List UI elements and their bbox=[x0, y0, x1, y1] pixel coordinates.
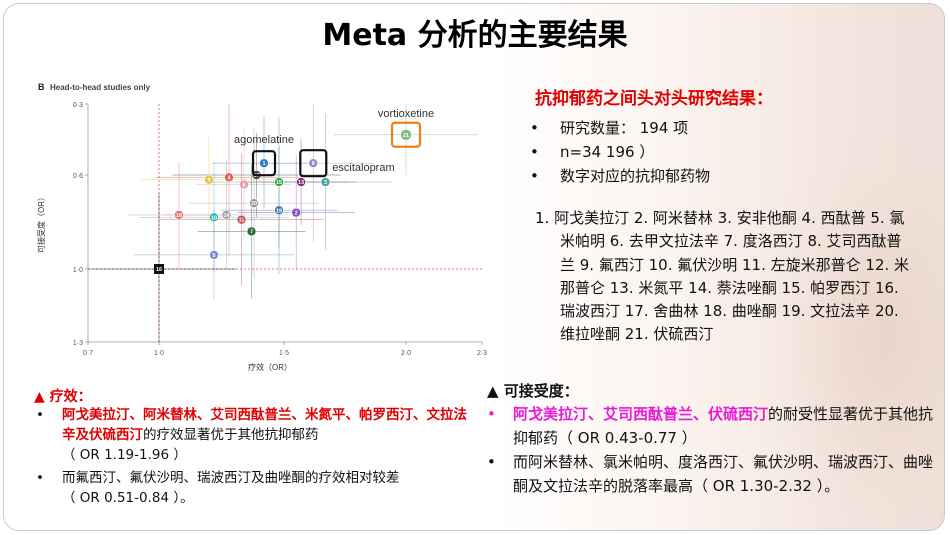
data-point-marker bbox=[224, 172, 234, 183]
x-tick-label: 2·0 bbox=[401, 350, 411, 357]
data-point-label: 7 bbox=[250, 229, 253, 235]
bullet-drug-numbers: 数字对应的抗抑郁药物 bbox=[530, 164, 710, 188]
chart-svg: B Head-to-head studies only 0·7 1·0 1·5 2·0 2·… bbox=[36, 82, 487, 372]
data-point-label: 4 bbox=[227, 175, 231, 181]
data-point-marker bbox=[296, 177, 306, 187]
acceptability-item-worse: 而阿米替林、氯米帕明、度洛西汀、氟伏沙明、瑞波西汀、曲唑酮及文拉法辛的脱落率最高… bbox=[483, 450, 943, 498]
data-point-marker bbox=[221, 210, 232, 220]
data-point-marker bbox=[274, 205, 284, 216]
data-point-marker bbox=[239, 179, 249, 190]
data-point-label: 8 bbox=[312, 161, 315, 167]
bullet-study-count: 研究数量： 194 项 bbox=[530, 116, 710, 140]
data-point-marker bbox=[209, 250, 219, 260]
data-point-label: 13 bbox=[298, 180, 304, 186]
drug-number-list: 1. 阿戈美拉汀 2. 阿米替林 3. 安非他酮 4. 西酞普 5. 氯米帕明 … bbox=[535, 207, 915, 347]
highlight-box-agomelatine bbox=[251, 150, 277, 177]
data-point-label: 20 bbox=[251, 201, 257, 207]
data-point-marker bbox=[259, 158, 269, 168]
data-point-marker bbox=[154, 264, 164, 274]
label-vortioxetine: vortioxetine bbox=[378, 108, 434, 120]
data-point-label: 6 bbox=[242, 182, 245, 188]
data-point-marker bbox=[308, 158, 319, 168]
efficacy-inferior-text: 而氟西汀、氟伏沙明、瑞波西汀及曲唑酮的疗效相对较差 bbox=[62, 470, 400, 486]
data-point-label: 11 bbox=[239, 218, 245, 224]
chart-title: Head-to-head studies only bbox=[50, 83, 151, 92]
data-point-label: 19 bbox=[276, 208, 282, 214]
data-point-marker bbox=[236, 214, 247, 225]
y-tick-label: 0·3 bbox=[73, 102, 83, 109]
label-agomelatine: agomelatine bbox=[234, 134, 294, 146]
acceptability-better-drugs: 阿戈美拉汀、艾司西酞普兰、伏硫西汀 bbox=[513, 405, 769, 423]
chart-panel-label: B bbox=[38, 82, 45, 92]
acceptability-better-text: 的耐受性显著优于其他抗抑郁药（ OR 0.43-0.77 ） bbox=[513, 405, 934, 447]
data-point-label: 3 bbox=[324, 180, 327, 186]
data-point-label: 2 bbox=[295, 211, 298, 217]
drug-list-text: 1. 阿戈美拉汀 2. 阿米替林 3. 安非他酮 4. 西酞普 5. 氯米帕明 … bbox=[535, 209, 910, 344]
data-point-marker bbox=[249, 198, 259, 208]
data-point-label: 16 bbox=[156, 267, 162, 273]
data-point-marker bbox=[209, 212, 219, 223]
efficacy-item-inferior: 而氟西汀、氟伏沙明、瑞波西汀及曲唑酮的疗效相对较差 （ OR 0.51-0.84 … bbox=[30, 468, 475, 508]
acceptability-heading: ▲ 可接受度： bbox=[487, 382, 579, 400]
data-point-marker bbox=[320, 177, 331, 187]
data-point-marker bbox=[204, 174, 214, 185]
efficacy-superior-drugs: 阿戈美拉汀、阿米替林、艾司西酞普兰、米氮平、帕罗西汀、文拉法辛及伏硫西汀 bbox=[62, 407, 467, 443]
x-tick-label: 2·3 bbox=[477, 350, 487, 357]
highlight-box-escitalopram bbox=[299, 149, 328, 178]
efficacy-superior-text: 的疗效显著优于其他抗抑郁药 bbox=[143, 427, 319, 443]
data-point-marker bbox=[174, 210, 184, 220]
study-bullets: 研究数量： 194 项 n=34 196 ） 数字对应的抗抑郁药物 bbox=[530, 116, 710, 188]
efficacy-item-superior: 阿戈美拉汀、阿米替林、艾司西酞普兰、米氮平、帕罗西汀、文拉法辛及伏硫西汀的疗效显… bbox=[30, 405, 475, 465]
x-tick-label: 1·0 bbox=[154, 350, 164, 357]
efficacy-superior-or: （ OR 1.19-1.96 ） bbox=[62, 447, 187, 463]
x-axis-label: 疗效（OR） bbox=[248, 362, 292, 372]
data-point-marker bbox=[291, 207, 302, 218]
highlight-box-vortioxetine bbox=[390, 121, 422, 148]
acceptability-worse-text: 而阿米替林、氯米帕明、度洛西汀、氟伏沙明、瑞波西汀、曲唑酮及文拉法辛的脱落率最高… bbox=[513, 453, 934, 495]
y-axis-label: 可接受度（OR） bbox=[36, 193, 46, 253]
efficacy-inferior-or: （ OR 0.51-0.84 ）。 bbox=[62, 490, 194, 506]
data-point-marker bbox=[274, 177, 284, 187]
acceptability-list: 阿戈美拉汀、艾司西酞普兰、伏硫西汀的耐受性显著优于其他抗抑郁药（ OR 0.43… bbox=[483, 402, 943, 498]
data-point-label: 5 bbox=[212, 253, 215, 259]
data-point-label: 15 bbox=[276, 180, 282, 186]
efficacy-list: 阿戈美拉汀、阿米替林、艾司西酞普兰、米氮平、帕罗西汀、文拉法辛及伏硫西汀的疗效显… bbox=[30, 405, 475, 511]
acceptability-item-better: 阿戈美拉汀、艾司西酞普兰、伏硫西汀的耐受性显著优于其他抗抑郁药（ OR 0.43… bbox=[483, 402, 943, 450]
data-point-label: 1 bbox=[262, 161, 265, 167]
head-to-head-heading: 抗抑郁药之间头对头研究结果： bbox=[535, 89, 773, 109]
data-point-marker bbox=[400, 128, 412, 141]
scatter-chart: B Head-to-head studies only 0·7 1·0 1·5 2·0 2·… bbox=[30, 78, 500, 384]
y-tick-label: 1·0 bbox=[73, 267, 83, 274]
data-point-label: 10 bbox=[211, 215, 217, 221]
y-tick-label: 1·3 bbox=[73, 340, 83, 347]
slide-title: Meta 分析的主要结果 bbox=[322, 18, 628, 53]
efficacy-heading: ▲ 疗效： bbox=[34, 389, 92, 405]
bullet-sample-size: n=34 196 ） bbox=[530, 140, 710, 164]
data-point-label: 21 bbox=[403, 133, 409, 139]
data-point-label: 9 bbox=[207, 178, 210, 184]
label-escitalopram: escitalopram bbox=[332, 162, 394, 174]
x-tick-label: 0·7 bbox=[83, 350, 93, 357]
data-point-marker bbox=[246, 226, 257, 237]
data-point-label: 14 bbox=[223, 213, 230, 219]
y-tick-label: 0·6 bbox=[73, 173, 83, 180]
data-point-label: 18 bbox=[176, 213, 182, 219]
x-tick-label: 1·5 bbox=[279, 350, 289, 357]
